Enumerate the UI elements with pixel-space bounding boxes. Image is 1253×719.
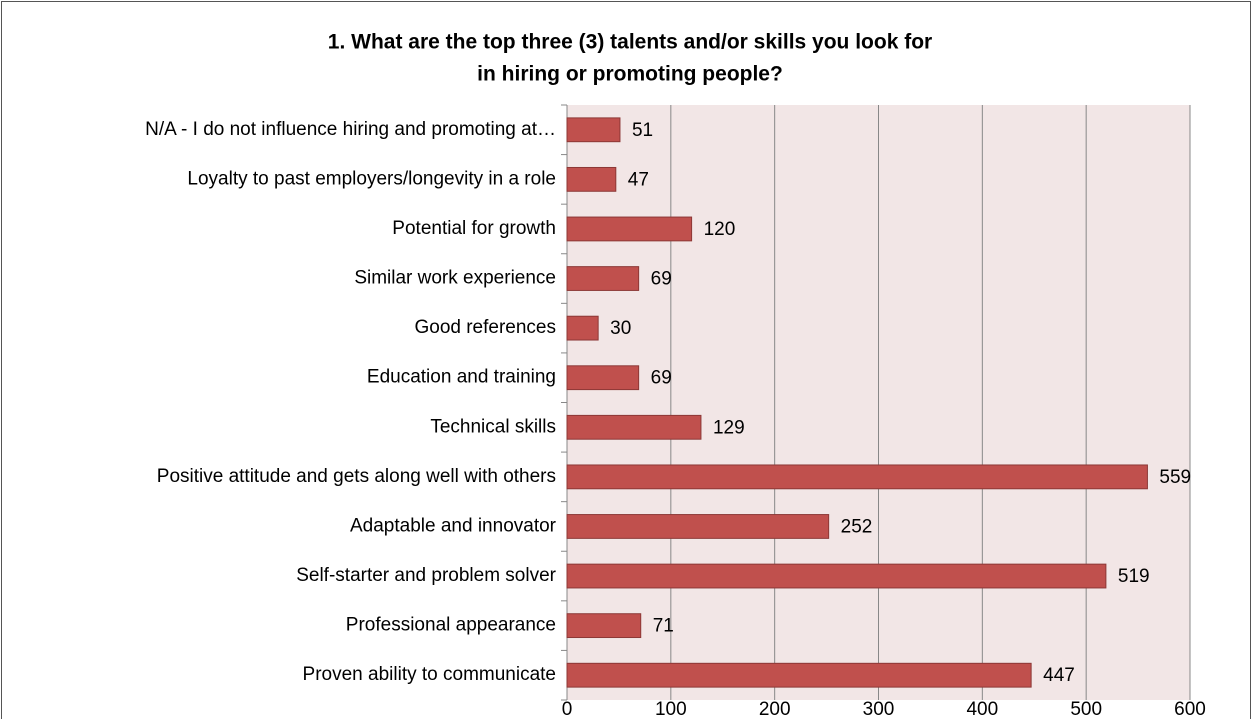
data-label: 129 [713,417,745,438]
x-tick-label: 0 [562,699,573,719]
y-tick-label: Adaptable and innovator [350,515,557,536]
x-tick-label: 600 [1174,699,1206,719]
y-tick-label: Proven ability to communicate [303,664,556,685]
x-tick-label: 300 [863,699,895,719]
data-label: 69 [651,368,672,389]
x-tick-label: 400 [966,699,998,719]
y-tick-label: Similar work experience [354,268,556,289]
y-tick-label: Good references [414,317,556,338]
bar [566,414,702,440]
y-tick-label: Positive attitude and gets along well wi… [157,466,556,487]
data-label: 519 [1118,566,1150,587]
data-label: 51 [632,120,653,141]
data-label: 447 [1043,665,1075,686]
bar [566,514,830,539]
data-label: 30 [610,318,631,339]
bar [566,117,621,143]
bar [566,216,693,242]
bar [566,365,640,391]
x-tick-label: 200 [759,699,791,719]
x-tick-label: 100 [655,699,687,719]
data-label: 559 [1159,467,1191,488]
bar [566,613,642,639]
data-label: 71 [653,616,674,637]
y-tick-label: N/A - I do not influence hiring and prom… [145,119,556,140]
data-label: 47 [628,169,649,190]
data-label: 69 [651,269,672,290]
y-tick-label: Education and training [367,367,556,388]
bar [566,563,1107,589]
bar [566,662,1032,688]
y-tick-label: Technical skills [430,416,556,437]
y-tick-label: Potential for growth [392,218,556,239]
chart-title: in hiring or promoting people? [477,63,783,86]
x-tick-label: 500 [1070,699,1102,719]
bar [566,266,640,291]
y-tick-label: Loyalty to past employers/longevity in a… [187,168,556,189]
y-tick-label: Professional appearance [346,615,556,636]
chart-title: 1. What are the top three (3) talents an… [328,31,932,54]
y-tick-label: Self-starter and problem solver [296,565,556,586]
bar [566,315,599,341]
bar [566,166,617,192]
bar [566,464,1148,490]
data-label: 120 [704,219,736,240]
data-label: 252 [841,516,873,537]
